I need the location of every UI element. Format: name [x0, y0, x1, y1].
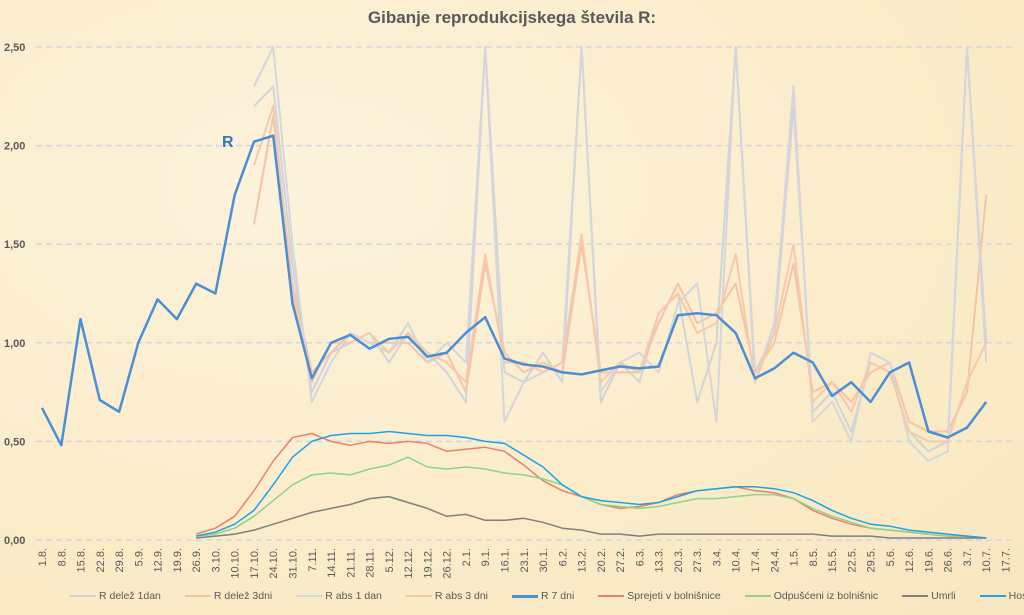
series-line-r-7-dni [40, 134, 988, 447]
x-tick-label: 28.11. [365, 548, 377, 578]
legend-swatch [70, 595, 96, 597]
chart-title: Gibanje reprodukcijskega števila R: [367, 8, 657, 27]
x-tick-label: 24.4. [769, 548, 781, 572]
legend-item: Sprejeti v bolnišnice [598, 590, 721, 602]
chart-legend: R delež 1dan R delež 3dni R abs 1 dan R abs… [70, 590, 1024, 602]
series-line-hospitalizirani [196, 430, 987, 539]
x-tick-label: 19.6. [923, 548, 935, 572]
x-tick-label: 3.4. [711, 548, 723, 566]
x-tick-label: 3.10. [210, 548, 222, 572]
x-tick-label: 10.10. [230, 548, 242, 579]
x-tick-label: 13.3. [654, 548, 666, 572]
x-tick-label: 9.1. [480, 548, 492, 566]
legend-item: R delež 3dni [184, 590, 273, 602]
x-tick-label: 22.5. [846, 548, 858, 572]
x-tick-label: 26.9. [191, 548, 203, 572]
x-tick-label: 14.11. [326, 548, 338, 578]
x-tick-label: 10.7. [981, 548, 993, 572]
legend-swatch [979, 595, 1006, 597]
x-tick-label: 23.1. [519, 548, 531, 572]
x-tick-label: 12.6. [904, 548, 916, 572]
legend-label: R delež 1dan [99, 590, 161, 602]
x-tick-label: 24.10. [268, 548, 280, 579]
x-tick-label: 1.8. [37, 548, 49, 566]
y-tick-label: 0,00 [4, 535, 25, 547]
x-tick-label: 6.3. [634, 548, 646, 566]
x-tick-label: 6.2. [557, 548, 569, 566]
legend-label: Umrli [931, 590, 956, 602]
x-tick-label: 8.5. [808, 548, 820, 566]
legend-swatch [744, 595, 771, 597]
y-tick-label: 1,50 [4, 239, 25, 251]
legend-swatch [902, 595, 929, 597]
legend-swatch [598, 595, 625, 597]
y-tick-label: 2,00 [4, 141, 25, 153]
y-tick-label: 1,00 [4, 338, 25, 350]
x-tick-label: 17.7. [1001, 548, 1013, 572]
y-tick-label: 0,50 [4, 436, 25, 448]
x-tick-label: 27.2. [615, 548, 627, 572]
x-tick-label: 21.11. [345, 548, 357, 578]
series-line-r-abs-3-dni [253, 105, 988, 443]
legend-item: R abs 1 dan [296, 590, 382, 602]
series-line-r-dele-1dan [253, 46, 988, 453]
legend-label: Hospitalizirani [1008, 590, 1024, 602]
series-line-r-abs-1-dan [253, 46, 988, 463]
x-tick-label: 17.4. [750, 548, 762, 572]
legend-item: R abs 3 dni [405, 590, 489, 602]
x-tick-label: 26.6. [943, 548, 955, 572]
series-line-r-dele-3dni [253, 115, 988, 433]
x-tick-label: 15.5. [827, 548, 839, 572]
legend-item: Odpušćeni iz bolnišnic [744, 590, 879, 602]
legend-label: R abs 1 dan [325, 590, 382, 602]
x-tick-label: 16.1. [499, 548, 511, 572]
legend-label: R delež 3dni [213, 590, 273, 602]
x-tick-label: 2.1. [461, 548, 473, 566]
x-tick-label: 7.11. [307, 548, 319, 572]
x-tick-label: 17.10. [249, 548, 261, 579]
legend-label: Sprejeti v bolnišnice [627, 590, 721, 602]
series-line-sprejeti-v-bolni-nice [195, 432, 987, 539]
legend-label: R abs 3 dni [434, 590, 489, 602]
legend-swatch [184, 595, 211, 597]
x-tick-label: 19.12. [422, 548, 434, 579]
x-tick-label: 30.1. [538, 548, 550, 572]
x-tick-label: 22.8. [95, 548, 107, 572]
x-tick-label: 5.9. [133, 548, 145, 566]
x-tick-label: 20.3. [673, 548, 685, 572]
x-tick-label: 10.4. [731, 548, 743, 572]
x-tick-label: 12.12. [403, 548, 415, 579]
legend-item: R 7 dni [512, 590, 574, 602]
x-tick-label: 1.5. [789, 548, 801, 566]
series-line-odpu-eni-iz-bolni-nic [196, 456, 987, 539]
x-tick-label: 5.12. [384, 548, 396, 572]
x-tick-label: 26.12. [442, 548, 454, 579]
x-tick-label: 8.8. [56, 548, 68, 566]
x-tick-label: 27.3. [692, 548, 704, 572]
x-tick-label: 29.5. [866, 548, 878, 572]
x-tick-label: 31.10. [288, 548, 300, 579]
legend-item: Hospitalizirani [979, 590, 1024, 602]
x-tick-label: 3.7. [962, 548, 974, 566]
x-tick-label: 13.2. [577, 548, 589, 572]
x-tick-label: 5.6. [885, 548, 897, 566]
legend-label: Odpušćeni iz bolnišnic [773, 590, 879, 602]
r-annotation: R [222, 134, 234, 151]
legend-item: Umrli [902, 590, 956, 602]
legend-label: R 7 dni [541, 590, 575, 602]
x-tick-label: 15.8. [76, 548, 88, 572]
x-tick-label: 12.9. [153, 548, 165, 572]
series-line-umrli [196, 495, 987, 539]
x-tick-label: 20.2. [596, 548, 608, 572]
x-tick-label: 19.9. [172, 548, 184, 572]
y-tick-label: 2,50 [4, 42, 25, 54]
x-tick-label: 29.8. [114, 548, 126, 572]
legend-swatch [296, 595, 323, 597]
legend-item: R delež 1dan [70, 590, 161, 602]
legend-swatch [405, 595, 432, 597]
legend-swatch [512, 594, 539, 598]
